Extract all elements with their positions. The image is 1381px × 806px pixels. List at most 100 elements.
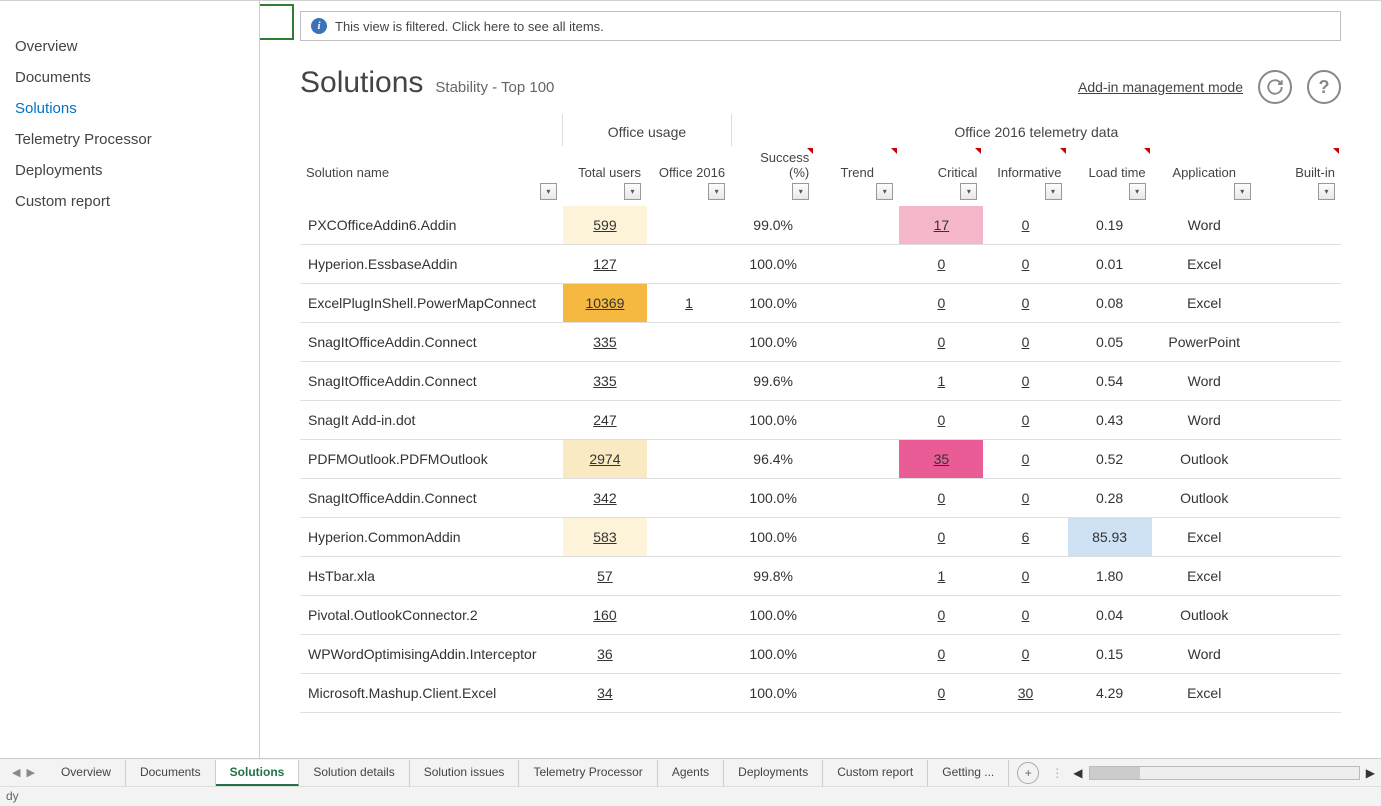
- cell-informative-link[interactable]: 0: [1022, 295, 1030, 311]
- cell-informative[interactable]: 0: [983, 401, 1067, 440]
- col-header-load-time[interactable]: Load time: [1068, 146, 1152, 182]
- horizontal-scrollbar[interactable]: ◀ ▶: [1067, 766, 1381, 780]
- cell-informative[interactable]: 0: [983, 323, 1067, 362]
- cell-office-2016[interactable]: [647, 440, 731, 479]
- cell-total-users[interactable]: 335: [563, 362, 647, 401]
- cell-critical-link[interactable]: 0: [937, 646, 945, 662]
- sidebar-item-overview[interactable]: Overview: [0, 31, 259, 62]
- sidebar-item-solutions[interactable]: Solutions: [0, 93, 259, 124]
- cell-total-users-link[interactable]: 34: [597, 685, 613, 701]
- cell-critical[interactable]: 0: [899, 245, 983, 284]
- col-header-application[interactable]: Application: [1152, 146, 1257, 182]
- cell-office-2016[interactable]: [647, 479, 731, 518]
- col-header-informative[interactable]: Informative: [983, 146, 1067, 182]
- cell-critical[interactable]: 17: [899, 206, 983, 245]
- filter-dropdown-button[interactable]: ▾: [960, 183, 977, 200]
- cell-informative-link[interactable]: 0: [1022, 646, 1030, 662]
- cell-informative-link[interactable]: 0: [1022, 607, 1030, 623]
- sidebar-item-deployments[interactable]: Deployments: [0, 155, 259, 186]
- cell-total-users[interactable]: 342: [563, 479, 647, 518]
- refresh-button[interactable]: [1258, 70, 1292, 104]
- cell-critical[interactable]: 35: [899, 440, 983, 479]
- cell-critical[interactable]: 0: [899, 596, 983, 635]
- cell-informative-link[interactable]: 0: [1022, 256, 1030, 272]
- cell-critical[interactable]: 0: [899, 674, 983, 713]
- filter-dropdown-button[interactable]: ▾: [708, 183, 725, 200]
- cell-total-users[interactable]: 335: [563, 323, 647, 362]
- sheet-tab-solution-details[interactable]: Solution details: [299, 760, 409, 786]
- cell-informative-link[interactable]: 0: [1022, 568, 1030, 584]
- cell-informative[interactable]: 0: [983, 245, 1067, 284]
- cell-total-users-link[interactable]: 583: [593, 529, 616, 545]
- col-header-critical[interactable]: Critical: [899, 146, 983, 182]
- cell-informative-link[interactable]: 0: [1022, 490, 1030, 506]
- cell-office-2016[interactable]: [647, 206, 731, 245]
- cell-informative-link[interactable]: 0: [1022, 373, 1030, 389]
- cell-office-2016[interactable]: [647, 245, 731, 284]
- cell-office-2016[interactable]: [647, 674, 731, 713]
- scroll-track[interactable]: [1089, 766, 1360, 780]
- cell-critical-link[interactable]: 0: [937, 607, 945, 623]
- scroll-thumb[interactable]: [1090, 767, 1140, 779]
- cell-total-users-link[interactable]: 335: [593, 373, 616, 389]
- cell-critical-link[interactable]: 1: [937, 568, 945, 584]
- cell-informative-link[interactable]: 0: [1022, 451, 1030, 467]
- cell-critical-link[interactable]: 0: [937, 256, 945, 272]
- sheet-tab-solution-issues[interactable]: Solution issues: [410, 760, 520, 786]
- col-header-success-[interactable]: Success (%): [731, 146, 815, 182]
- cell-total-users[interactable]: 127: [563, 245, 647, 284]
- cell-informative[interactable]: 0: [983, 596, 1067, 635]
- cell-office-2016-link[interactable]: 1: [685, 295, 693, 311]
- cell-informative[interactable]: 0: [983, 440, 1067, 479]
- filter-dropdown-button[interactable]: ▾: [1045, 183, 1062, 200]
- cell-informative[interactable]: 6: [983, 518, 1067, 557]
- help-button[interactable]: ?: [1307, 70, 1341, 104]
- filter-dropdown-button[interactable]: ▾: [876, 183, 893, 200]
- cell-informative[interactable]: 0: [983, 284, 1067, 323]
- cell-total-users-link[interactable]: 335: [593, 334, 616, 350]
- cell-critical[interactable]: 0: [899, 518, 983, 557]
- sheet-tab-telemetry-processor[interactable]: Telemetry Processor: [519, 760, 657, 786]
- sheet-tab-custom-report[interactable]: Custom report: [823, 760, 928, 786]
- scroll-left-arrow[interactable]: ◀: [1073, 766, 1082, 780]
- col-header-built-in[interactable]: Built-in: [1257, 146, 1341, 182]
- cell-total-users[interactable]: 583: [563, 518, 647, 557]
- cell-total-users-link[interactable]: 599: [593, 217, 616, 233]
- sheet-tab-overview[interactable]: Overview: [47, 760, 126, 786]
- sheet-tab-deployments[interactable]: Deployments: [724, 760, 823, 786]
- cell-informative[interactable]: 0: [983, 362, 1067, 401]
- cell-critical[interactable]: 1: [899, 557, 983, 596]
- cell-office-2016[interactable]: [647, 635, 731, 674]
- cell-total-users-link[interactable]: 160: [593, 607, 616, 623]
- col-header-office-2016[interactable]: Office 2016: [647, 146, 731, 182]
- sheet-tab-getting-[interactable]: Getting ...: [928, 760, 1009, 786]
- sidebar-item-telemetry-processor[interactable]: Telemetry Processor: [0, 124, 259, 155]
- cell-total-users[interactable]: 160: [563, 596, 647, 635]
- cell-informative-link[interactable]: 0: [1022, 334, 1030, 350]
- cell-office-2016[interactable]: [647, 518, 731, 557]
- filter-dropdown-button[interactable]: ▾: [1129, 183, 1146, 200]
- filter-dropdown-button[interactable]: ▾: [540, 183, 557, 200]
- cell-total-users[interactable]: 57: [563, 557, 647, 596]
- cell-office-2016[interactable]: [647, 401, 731, 440]
- add-sheet-button[interactable]: +: [1017, 762, 1039, 784]
- filter-dropdown-button[interactable]: ▾: [1234, 183, 1251, 200]
- cell-informative-link[interactable]: 0: [1022, 412, 1030, 428]
- cell-office-2016[interactable]: [647, 362, 731, 401]
- cell-critical[interactable]: 0: [899, 284, 983, 323]
- cell-total-users[interactable]: 10369: [563, 284, 647, 323]
- sheet-tab-solutions[interactable]: Solutions: [216, 760, 300, 786]
- cell-total-users-link[interactable]: 2974: [589, 451, 620, 467]
- cell-critical-link[interactable]: 0: [937, 295, 945, 311]
- cell-critical-link[interactable]: 35: [934, 451, 950, 467]
- cell-critical-link[interactable]: 0: [937, 334, 945, 350]
- cell-total-users-link[interactable]: 36: [597, 646, 613, 662]
- filter-dropdown-button[interactable]: ▾: [624, 183, 641, 200]
- cell-critical-link[interactable]: 0: [937, 412, 945, 428]
- cell-office-2016[interactable]: [647, 323, 731, 362]
- cell-informative[interactable]: 0: [983, 635, 1067, 674]
- cell-informative-link[interactable]: 6: [1022, 529, 1030, 545]
- cell-office-2016[interactable]: [647, 596, 731, 635]
- cell-total-users-link[interactable]: 57: [597, 568, 613, 584]
- cell-critical-link[interactable]: 1: [937, 373, 945, 389]
